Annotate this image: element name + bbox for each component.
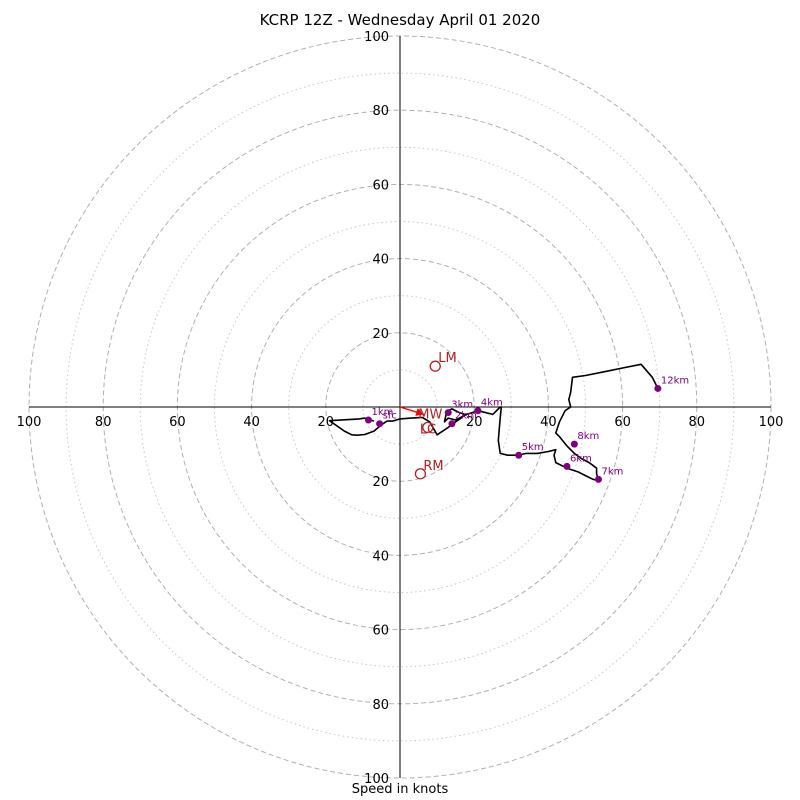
mean-wind-arrowhead [415,408,425,416]
height-label-8km: 8km [577,431,599,442]
x-tick-label: 60 [614,415,631,430]
y-tick-label: 40 [372,549,389,564]
x-tick-label: 80 [95,415,112,430]
x-tick-label: 100 [17,415,42,430]
height-label-6km: 6km [570,453,592,464]
x-tick-label: 20 [318,415,335,430]
x-tick-label: 80 [689,415,706,430]
storm-motion-rm-marker [414,468,427,480]
y-tick-label: 80 [372,104,389,119]
trace-group [328,363,659,482]
height-marker-5km [515,451,523,459]
height-marker-4km [474,407,482,415]
height-label-3km: 3km [451,400,473,411]
surface-label: sfc [383,411,397,422]
x-tick-label: 20 [466,415,483,430]
storm-motion-lc-marker [422,421,434,434]
y-tick-label: 40 [372,253,389,268]
y-tick-label: 80 [372,698,389,713]
height-marker-2km [448,420,456,428]
surface-marker [376,420,384,428]
chart-title: KCRP 12Z - Wednesday April 01 2020 [259,11,541,29]
height-label-7km: 7km [601,466,623,477]
height-marker-1km [364,416,372,424]
x-tick-label: 60 [169,415,186,430]
height-marker-3km [444,409,452,417]
hodograph-trace [328,363,659,482]
y-tick-label: 100 [364,30,389,45]
y-tick-label: 60 [372,624,389,639]
storm-motion-rm-label: RM [423,459,443,474]
y-tick-label: 60 [372,178,389,193]
x-axis-label: Speed in knots [351,782,449,797]
height-marker-6km [563,462,571,470]
storm-motion-lm-marker [429,360,441,372]
storm-motion-lc-label: LC [420,422,436,437]
height-label-5km: 5km [522,442,544,453]
tick-label-group: 100 80 60 40 20 20 40 60 80 100 100 80 60 40 20 20 40 60 8… [17,30,784,787]
height-label-12km: 12km [661,375,689,386]
height-label-1km: 1km [371,407,393,418]
x-tick-label: 40 [540,415,557,430]
height-label-4km: 4km [481,398,503,409]
x-tick-label: 100 [759,415,784,430]
height-marker-8km [570,440,578,448]
storm-motion-lm-label: LM [438,351,456,366]
x-tick-label: 40 [243,415,260,430]
height-marker-12km [654,384,662,392]
y-tick-label: 20 [372,475,389,490]
height-marker-7km [594,475,602,483]
height-label-2km: 2km [455,411,477,422]
y-tick-label: 100 [364,772,389,787]
y-tick-label: 20 [372,327,389,342]
storm-motion-mw-label: MW [418,407,442,422]
